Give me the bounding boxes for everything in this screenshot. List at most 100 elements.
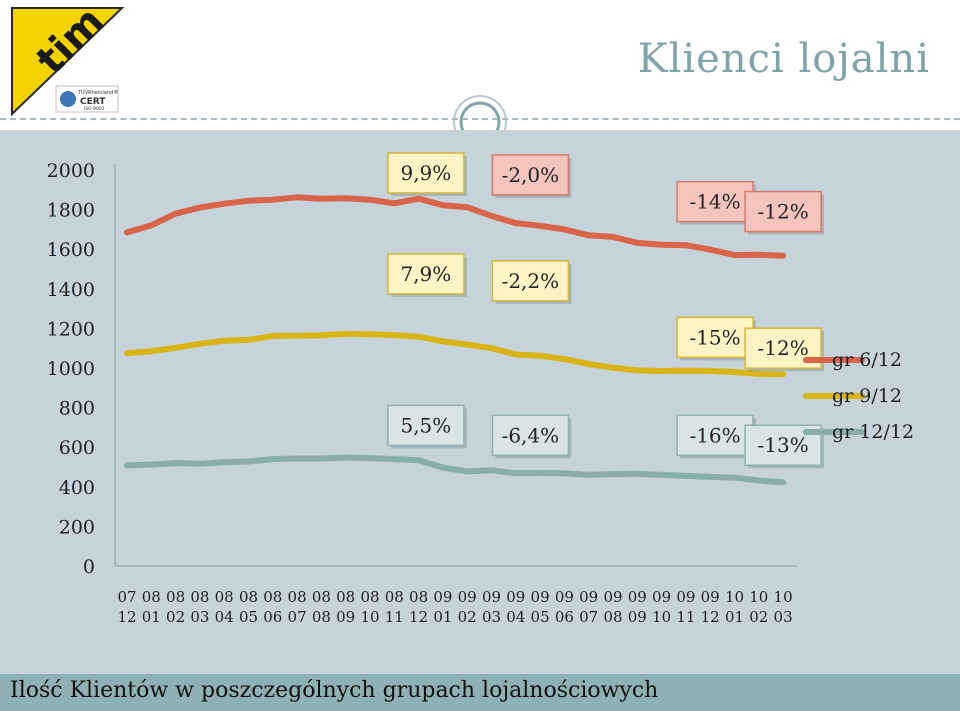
x-tick-year: 09 xyxy=(506,588,525,606)
legend-label: gr 6/12 xyxy=(832,349,902,371)
x-tick-year: 08 xyxy=(288,588,307,606)
annotation-text: -2,0% xyxy=(502,163,560,187)
x-tick-year: 07 xyxy=(117,588,136,606)
y-tick-label: 1200 xyxy=(47,318,95,340)
x-tick-year: 08 xyxy=(166,588,185,606)
tim-logo: tim TÜVRheinland® CERT ISO 9001 xyxy=(11,0,125,117)
x-tick-month: 12 xyxy=(409,608,428,626)
annotation-text: 7,9% xyxy=(400,262,451,286)
annotation-box xyxy=(387,253,465,295)
annotation-box xyxy=(387,404,465,447)
x-tick-month: 09 xyxy=(336,608,355,626)
x-tick-month: 07 xyxy=(288,608,307,626)
x-tick-month: 08 xyxy=(312,608,331,626)
annotation-callout: 7,9% xyxy=(387,253,467,297)
annotation-text: -2,2% xyxy=(502,269,560,293)
x-tick-month: 06 xyxy=(555,608,574,626)
x-tick-year: 08 xyxy=(190,588,209,606)
series-line-1 xyxy=(124,194,787,259)
annotation-callout: -6,4% xyxy=(491,414,572,459)
line-chart: 0 200 400 600 800 1000 1200 1400 1600 1800 2000 07… xyxy=(47,152,914,626)
footer-caption: Ilość Klientów w poszczególnych grupach … xyxy=(10,678,659,703)
x-tick-month: 04 xyxy=(506,608,525,626)
x-tick-year: 09 xyxy=(555,588,574,606)
annotation-text: 5,5% xyxy=(400,413,451,437)
cert-main: CERT xyxy=(80,97,106,107)
annotation-text: -12% xyxy=(757,200,808,224)
x-tick-year: 09 xyxy=(531,588,550,606)
x-tick-year: 08 xyxy=(360,588,379,606)
cert-sub: ISO 9001 xyxy=(84,106,105,112)
slide-header: tim TÜVRheinland® CERT ISO 9001 Klienci … xyxy=(0,0,960,149)
annotation-text: -6,4% xyxy=(502,423,560,447)
annotation-callout: -16% xyxy=(676,414,757,459)
series-line-2 xyxy=(124,330,787,378)
annotation-callout: -2,2% xyxy=(491,260,572,304)
annotation-callout: -2,0% xyxy=(491,154,572,198)
slide-footer: Ilość Klientów w poszczególnych grupach … xyxy=(0,674,960,711)
x-tick-year: 08 xyxy=(385,588,404,606)
annotation-callout: -13% xyxy=(744,424,825,469)
x-tick-month: 03 xyxy=(190,608,209,626)
annotation-callout: 9,9% xyxy=(387,152,467,196)
x-tick-year: 09 xyxy=(676,588,695,606)
x-tick-month: 01 xyxy=(142,608,161,626)
header-divider xyxy=(0,118,960,120)
annotation-text: -14% xyxy=(689,190,740,214)
x-tick-month: 02 xyxy=(166,608,185,626)
x-tick-month: 02 xyxy=(458,608,477,626)
annotation-callout: -14% xyxy=(676,180,757,225)
annotation-box xyxy=(387,152,465,194)
x-tick-year: 08 xyxy=(142,588,161,606)
x-tick-year: 09 xyxy=(628,588,647,606)
x-tick-month: 06 xyxy=(263,608,282,626)
slide-title: Klienci lojalni xyxy=(637,36,930,82)
cert-top: TÜVRheinland® xyxy=(77,89,118,96)
annotation-callout: 5,5% xyxy=(387,404,467,449)
annotation-callout: -15% xyxy=(676,316,757,361)
y-tick-label: 0 xyxy=(83,556,95,578)
x-tick-year: 10 xyxy=(725,588,744,606)
x-tick-month: 07 xyxy=(579,608,598,626)
annotation-text: -13% xyxy=(757,433,808,457)
annotation-callout: -12% xyxy=(744,190,825,235)
series-line-3 xyxy=(124,454,787,486)
annotation-box xyxy=(491,154,570,196)
annotation-box xyxy=(676,414,754,457)
annotation-text: -12% xyxy=(757,336,808,360)
x-tick-year: 09 xyxy=(458,588,477,606)
y-tick-label: 2000 xyxy=(47,160,95,182)
y-tick-label: 1800 xyxy=(47,200,95,222)
x-tick-year: 08 xyxy=(263,588,282,606)
annotation-text: -16% xyxy=(689,423,740,447)
y-tick-label: 800 xyxy=(59,398,95,420)
x-tick-month: 03 xyxy=(482,608,501,626)
x-tick-month: 11 xyxy=(385,608,404,626)
x-tick-year: 10 xyxy=(749,588,768,606)
x-tick-month: 12 xyxy=(701,608,720,626)
annotation-callout: -12% xyxy=(744,327,825,372)
x-tick-year: 09 xyxy=(579,588,598,606)
y-tick-label: 1600 xyxy=(47,239,95,261)
x-tick-year: 09 xyxy=(652,588,671,606)
y-tick-label: 600 xyxy=(59,437,95,459)
y-tick-label: 1400 xyxy=(47,279,95,301)
x-tick-month: 01 xyxy=(725,608,744,626)
x-tick-year: 08 xyxy=(336,588,355,606)
x-tick-year: 10 xyxy=(774,588,793,606)
x-tick-year: 09 xyxy=(701,588,720,606)
legend-label: gr 9/12 xyxy=(832,385,902,407)
annotation-box xyxy=(491,414,570,457)
x-tick-year: 09 xyxy=(482,588,501,606)
annotation-box xyxy=(744,190,822,233)
annotation-box xyxy=(491,260,570,302)
x-tick-month: 12 xyxy=(117,608,136,626)
annotation-text: 9,9% xyxy=(400,161,451,185)
x-tick-month: 05 xyxy=(531,608,550,626)
x-tick-year: 08 xyxy=(239,588,258,606)
x-tick-year: 08 xyxy=(409,588,428,606)
x-tick-year: 09 xyxy=(433,588,452,606)
x-tick-month: 03 xyxy=(774,608,793,626)
x-tick-year: 08 xyxy=(215,588,234,606)
x-tick-month: 08 xyxy=(603,608,622,626)
